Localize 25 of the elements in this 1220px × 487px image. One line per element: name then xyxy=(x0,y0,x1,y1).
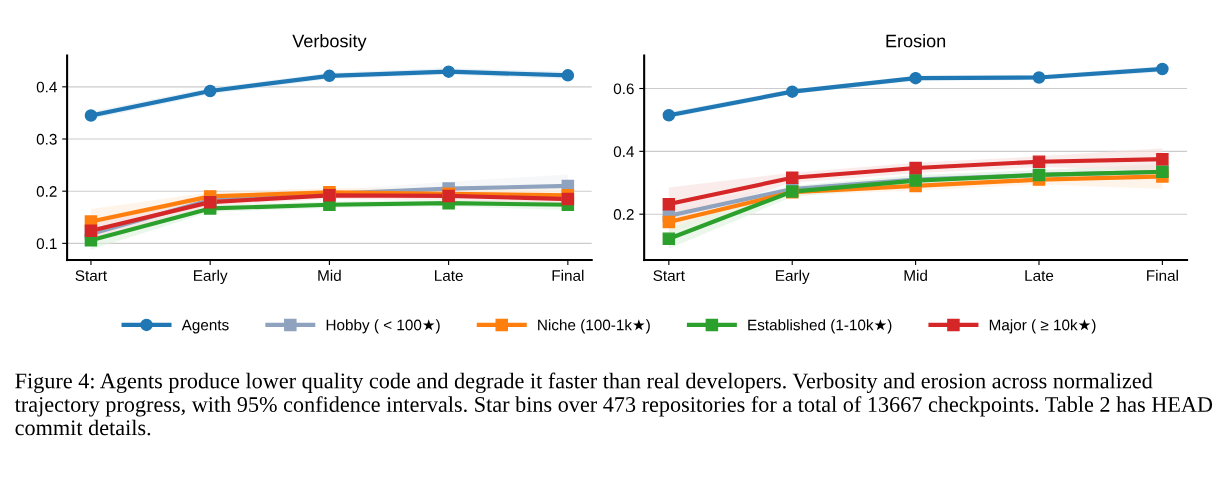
x-tick-label: Start xyxy=(75,270,107,281)
y-tick-label: 0.2 xyxy=(36,186,57,197)
chart-title: Verbosity xyxy=(292,34,367,51)
x-tick-label: Early xyxy=(194,269,228,285)
x-tick-label: Mid xyxy=(318,269,341,281)
x-tick-label: Mid xyxy=(904,269,927,281)
x-tick-label: Late xyxy=(435,270,463,281)
y-tick-label: 0.2 xyxy=(613,209,634,220)
legend-label: Major ( ≥ 10k★) xyxy=(989,319,1096,334)
x-tick-label: Final xyxy=(1147,269,1178,281)
y-tick-label: 0.1 xyxy=(36,238,57,250)
y-tick-label: 0.4 xyxy=(613,146,634,158)
y-tick-label: 0.3 xyxy=(36,133,57,145)
x-tick-label: Late xyxy=(1025,270,1054,281)
legend-label: Niche (100-1k★) xyxy=(538,319,650,334)
chart-title: Erosion xyxy=(886,34,946,48)
x-tick-label: Start xyxy=(653,270,685,281)
legend-label: Hobby ( < 100★) xyxy=(326,319,440,334)
caption: Figure 4: Agents produce lower quality code and degrade it faster than real developers. Verbosity and erosion across normalized trajectory progress, with 95% confidence intervals. Star bins over 473 repositories for a total of 13667 checkpoints. Table 2 has HEAD commit details. xyxy=(14,372,1213,436)
x-tick-label: Final xyxy=(552,269,584,281)
legend-label: Established (1-10k★) xyxy=(748,319,892,334)
y-tick-label: 0.6 xyxy=(613,83,634,95)
x-tick-label: Early xyxy=(776,269,810,285)
y-tick-label: 0.4 xyxy=(36,81,57,93)
legend-label: Agents xyxy=(181,319,229,334)
